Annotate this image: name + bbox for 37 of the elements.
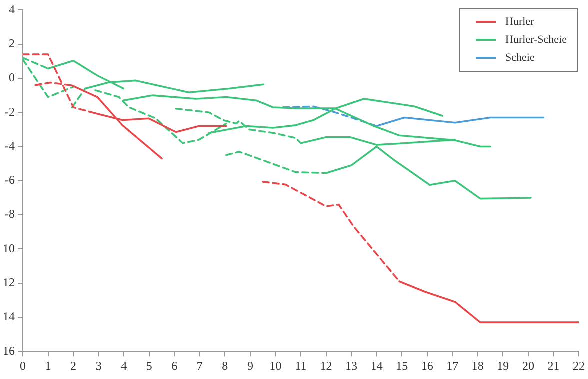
y-tick-label: 4 bbox=[9, 2, 15, 16]
x-tick-label: 2 bbox=[70, 358, 77, 373]
y-tick-label: 16 bbox=[3, 344, 15, 358]
x-tick-label: 21 bbox=[548, 358, 560, 373]
x-tick-label: 15 bbox=[396, 358, 408, 373]
y-tick-label: -6 bbox=[5, 173, 15, 188]
x-tick-label: 10 bbox=[270, 358, 282, 373]
y-tick-label: -8 bbox=[5, 207, 15, 222]
y-tick-label: -2 bbox=[5, 104, 15, 119]
x-tick-label: 18 bbox=[472, 358, 484, 373]
legend-label: Hurler bbox=[506, 16, 534, 28]
x-tick-label: 20 bbox=[522, 358, 534, 373]
y-tick-label: 2 bbox=[9, 36, 15, 50]
y-tick-label: 12 bbox=[3, 275, 15, 290]
x-tick-label: 13 bbox=[346, 358, 358, 373]
legend-label: Hurler-Scheie bbox=[506, 34, 567, 46]
x-tick-label: 19 bbox=[497, 358, 510, 373]
x-tick-label: 14 bbox=[370, 358, 383, 373]
x-tick-label: 1 bbox=[45, 358, 52, 373]
x-tick-label: 8 bbox=[222, 358, 228, 373]
x-tick-label: 5 bbox=[146, 358, 152, 373]
x-tick-label: 16 bbox=[421, 358, 434, 373]
x-tick-label: 0 bbox=[20, 358, 26, 373]
x-tick-label: 6 bbox=[172, 358, 178, 373]
x-tick-label: 3 bbox=[96, 358, 102, 373]
x-tick-label: 9 bbox=[247, 358, 254, 373]
x-tick-label: 22 bbox=[573, 358, 585, 373]
x-tick-label: 11 bbox=[295, 358, 307, 373]
y-tick-label: -4 bbox=[5, 138, 15, 153]
x-tick-label: 12 bbox=[320, 358, 332, 373]
y-tick-label: 0 bbox=[9, 70, 15, 85]
legend-label: Scheie bbox=[506, 52, 535, 64]
x-tick-label: 4 bbox=[121, 358, 128, 373]
y-tick-label: 10 bbox=[3, 241, 15, 256]
x-tick-label: 7 bbox=[196, 358, 203, 373]
x-tick-label: 17 bbox=[446, 358, 459, 373]
y-tick-label: 14 bbox=[3, 310, 15, 324]
